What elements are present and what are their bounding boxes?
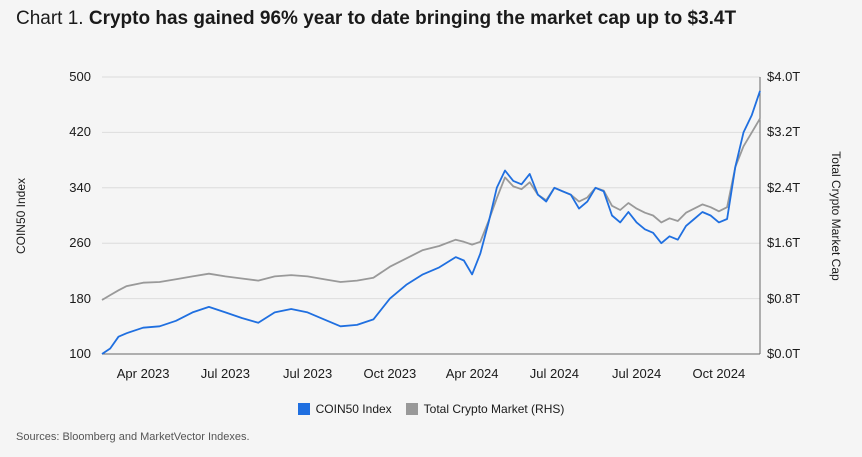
legend-item-total-crypto: Total Crypto Market (RHS) xyxy=(405,402,565,416)
x-tick-label: Jul 2023 xyxy=(200,366,250,381)
series-layer xyxy=(101,90,761,355)
x-tick-label: Oct 2023 xyxy=(363,366,417,381)
right-tick-label: $2.4T xyxy=(767,179,801,195)
x-tick-label: Jul 2024 xyxy=(529,366,579,381)
right-tick-label: $1.6T xyxy=(767,235,801,251)
left-tick-label: 260 xyxy=(69,235,91,251)
series-line-coin50 xyxy=(101,90,761,355)
right-tick-label: $0.0T xyxy=(767,346,801,361)
left-tick-label: 340 xyxy=(69,179,91,195)
gridlines xyxy=(102,76,760,300)
chart-headline: Crypto has gained 96% year to date bring… xyxy=(88,8,737,29)
legend-item-coin50: COIN50 Index xyxy=(297,402,392,416)
legend-swatch-coin50 xyxy=(297,403,310,415)
left-tick-label: 100 xyxy=(69,346,91,361)
chart-number: Chart 1. xyxy=(16,8,84,29)
left-tick-label: 180 xyxy=(69,290,91,306)
x-tick-label: Apr 2024 xyxy=(445,366,499,381)
chart-title: Chart 1. Crypto has gained 96% year to d… xyxy=(16,7,736,31)
x-tick-label: Jul 2023 xyxy=(283,366,333,381)
legend-label-coin50: COIN50 Index xyxy=(315,402,392,416)
left-tick-label: 500 xyxy=(69,69,91,84)
right-tick-label: $4.0T xyxy=(767,69,801,84)
x-tick-label: Jul 2024 xyxy=(612,366,662,381)
left-tick-label: 420 xyxy=(69,124,91,140)
x-tick-label: Oct 2024 xyxy=(692,366,746,381)
source-note: Sources: Bloomberg and MarketVector Inde… xyxy=(16,431,250,443)
right-tick-label: $3.2T xyxy=(767,124,801,140)
legend-label-total-crypto: Total Crypto Market (RHS) xyxy=(423,402,565,416)
series-line-total-crypto xyxy=(101,118,761,301)
legend: COIN50 Index Total Crypto Market (RHS) xyxy=(0,402,862,416)
x-tick-label: Apr 2023 xyxy=(116,366,170,381)
legend-swatch-total-crypto xyxy=(405,403,418,415)
right-tick-label: $0.8T xyxy=(767,290,801,306)
